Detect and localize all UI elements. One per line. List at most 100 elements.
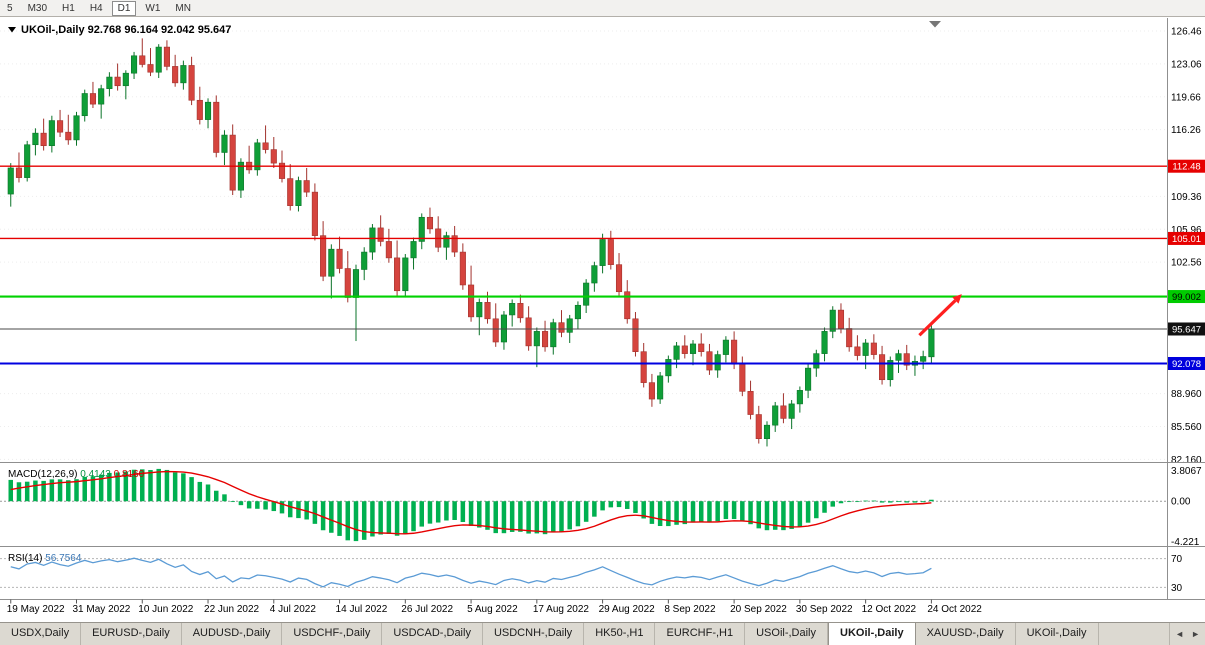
candle-body bbox=[57, 120, 64, 133]
candle-body bbox=[172, 66, 179, 84]
candle-body bbox=[796, 390, 803, 405]
timeframe-button-w1[interactable]: W1 bbox=[145, 2, 161, 14]
chart-shift-marker-icon[interactable] bbox=[929, 21, 941, 28]
date-label: 20 Sep 2022 bbox=[730, 604, 787, 615]
date-label: 29 Aug 2022 bbox=[599, 604, 656, 615]
candle-body bbox=[722, 339, 729, 355]
date-label: 30 Sep 2022 bbox=[796, 604, 853, 615]
candle-body bbox=[468, 284, 475, 318]
date-label: 8 Sep 2022 bbox=[664, 604, 716, 615]
y-axis-label: 123.06 bbox=[1171, 59, 1202, 70]
date-label: 12 Oct 2022 bbox=[862, 604, 917, 615]
candle-body bbox=[32, 132, 39, 146]
candle-body bbox=[500, 314, 508, 343]
candle-body bbox=[673, 345, 680, 360]
candle-body bbox=[443, 235, 450, 248]
candle-body bbox=[714, 354, 721, 371]
tab-ukoil-daily[interactable]: UKOil-,Daily bbox=[1016, 623, 1099, 645]
date-label: 31 May 2022 bbox=[73, 604, 131, 615]
candle-body bbox=[837, 309, 845, 329]
candle-body bbox=[821, 331, 828, 354]
candle-body bbox=[895, 353, 902, 361]
candle-body bbox=[451, 235, 458, 253]
candle-body bbox=[541, 331, 549, 348]
date-label: 24 Oct 2022 bbox=[927, 604, 982, 615]
candle-body bbox=[303, 180, 310, 193]
date-label: 5 Aug 2022 bbox=[467, 604, 518, 615]
candle-body bbox=[862, 342, 869, 356]
candle-body bbox=[114, 76, 121, 87]
candle-body bbox=[879, 354, 886, 381]
tab-usdchf-daily[interactable]: USDCHF-,Daily bbox=[282, 623, 383, 645]
date-label: 4 Jul 2022 bbox=[270, 604, 317, 615]
macd-axis-zero: 0.00 bbox=[1171, 497, 1191, 508]
tabs-scroll-left-button[interactable]: ◄ bbox=[1175, 629, 1185, 639]
candle-body bbox=[131, 55, 138, 74]
tab-usdcad-daily[interactable]: USDCAD-,Daily bbox=[382, 623, 483, 645]
candle-body bbox=[24, 144, 31, 178]
timeframe-button-h1[interactable]: H1 bbox=[62, 2, 75, 14]
tab-hk50-h1[interactable]: HK50-,H1 bbox=[584, 623, 656, 645]
y-axis-label: 85.560 bbox=[1171, 422, 1202, 433]
candle-body bbox=[591, 265, 598, 284]
candle-body bbox=[574, 304, 581, 320]
candle-body bbox=[320, 235, 327, 277]
date-label: 26 Jul 2022 bbox=[401, 604, 453, 615]
timeframe-button-5[interactable]: 5 bbox=[7, 2, 13, 14]
timeframe-button-mn[interactable]: MN bbox=[175, 2, 191, 14]
trend-arrow-annotation[interactable] bbox=[918, 294, 962, 337]
candle-body bbox=[89, 93, 96, 105]
candle-body bbox=[731, 339, 738, 365]
price-badge-text: 92.078 bbox=[1172, 359, 1201, 370]
candle-body bbox=[788, 403, 795, 419]
tab-usdcnh-daily[interactable]: USDCNH-,Daily bbox=[483, 623, 585, 645]
candle-body bbox=[509, 303, 516, 316]
candle-body bbox=[278, 162, 286, 179]
candle-body bbox=[147, 64, 154, 73]
candle-body bbox=[829, 309, 836, 332]
candle-body bbox=[657, 375, 664, 400]
candle-body bbox=[632, 318, 639, 352]
candle-body bbox=[739, 363, 746, 392]
chart-area[interactable]: 126.46 123.06 119.66 116.26 109.36 105.96 102.… bbox=[0, 18, 1205, 622]
candle-body bbox=[311, 191, 318, 236]
candle-body bbox=[566, 318, 573, 333]
macd-axis-min: -4.221 bbox=[1171, 537, 1200, 548]
candle-body bbox=[369, 227, 376, 253]
symbol-tab-bar: USDX,Daily EURUSD-,Daily AUDUSD-,Daily USDC… bbox=[0, 622, 1205, 645]
candle-body bbox=[805, 367, 812, 391]
tab-usoil-daily[interactable]: USOil-,Daily bbox=[745, 623, 829, 645]
candle-body bbox=[476, 302, 483, 318]
y-axis-label: 119.66 bbox=[1171, 92, 1201, 103]
candle-body bbox=[681, 345, 688, 354]
candle-body bbox=[928, 328, 935, 358]
tab-eurusd-daily[interactable]: EURUSD-,Daily bbox=[81, 623, 182, 645]
tab-ukoil-daily[interactable]: UKOil-,Daily bbox=[828, 623, 916, 645]
tab-audusd-daily[interactable]: AUDUSD-,Daily bbox=[182, 623, 283, 645]
tab-xauusd-daily[interactable]: XAUUSD-,Daily bbox=[916, 623, 1016, 645]
candle-body bbox=[385, 241, 392, 259]
price-badge-text: 105.01 bbox=[1172, 234, 1201, 245]
timeframe-button-h4[interactable]: H4 bbox=[89, 2, 103, 14]
candle-body bbox=[377, 227, 384, 242]
candle-body bbox=[106, 76, 113, 89]
candle-body bbox=[15, 167, 23, 178]
candle-body bbox=[98, 88, 105, 105]
price-badge-105.01 bbox=[1168, 231, 1205, 245]
tabs-scroll-right-button[interactable]: ► bbox=[1191, 629, 1200, 639]
tab-eurchf-h1[interactable]: EURCHF-,H1 bbox=[655, 623, 746, 645]
price-badge-text: 95.647 bbox=[1172, 324, 1201, 335]
candle-body bbox=[648, 382, 655, 400]
candle-body bbox=[870, 342, 877, 355]
candle-body bbox=[558, 322, 565, 333]
candle-body bbox=[344, 268, 351, 298]
price-badge-text: 99.002 bbox=[1172, 292, 1201, 303]
date-label: 14 Jul 2022 bbox=[336, 604, 388, 615]
symbol-dropdown-icon[interactable] bbox=[8, 27, 16, 33]
timeframe-button-m30[interactable]: M30 bbox=[27, 2, 48, 14]
candle-body bbox=[254, 142, 261, 171]
timeframe-button-d1[interactable]: D1 bbox=[111, 0, 137, 16]
candle-body bbox=[328, 248, 335, 277]
tab-usdx-daily[interactable]: USDX,Daily bbox=[0, 623, 82, 645]
